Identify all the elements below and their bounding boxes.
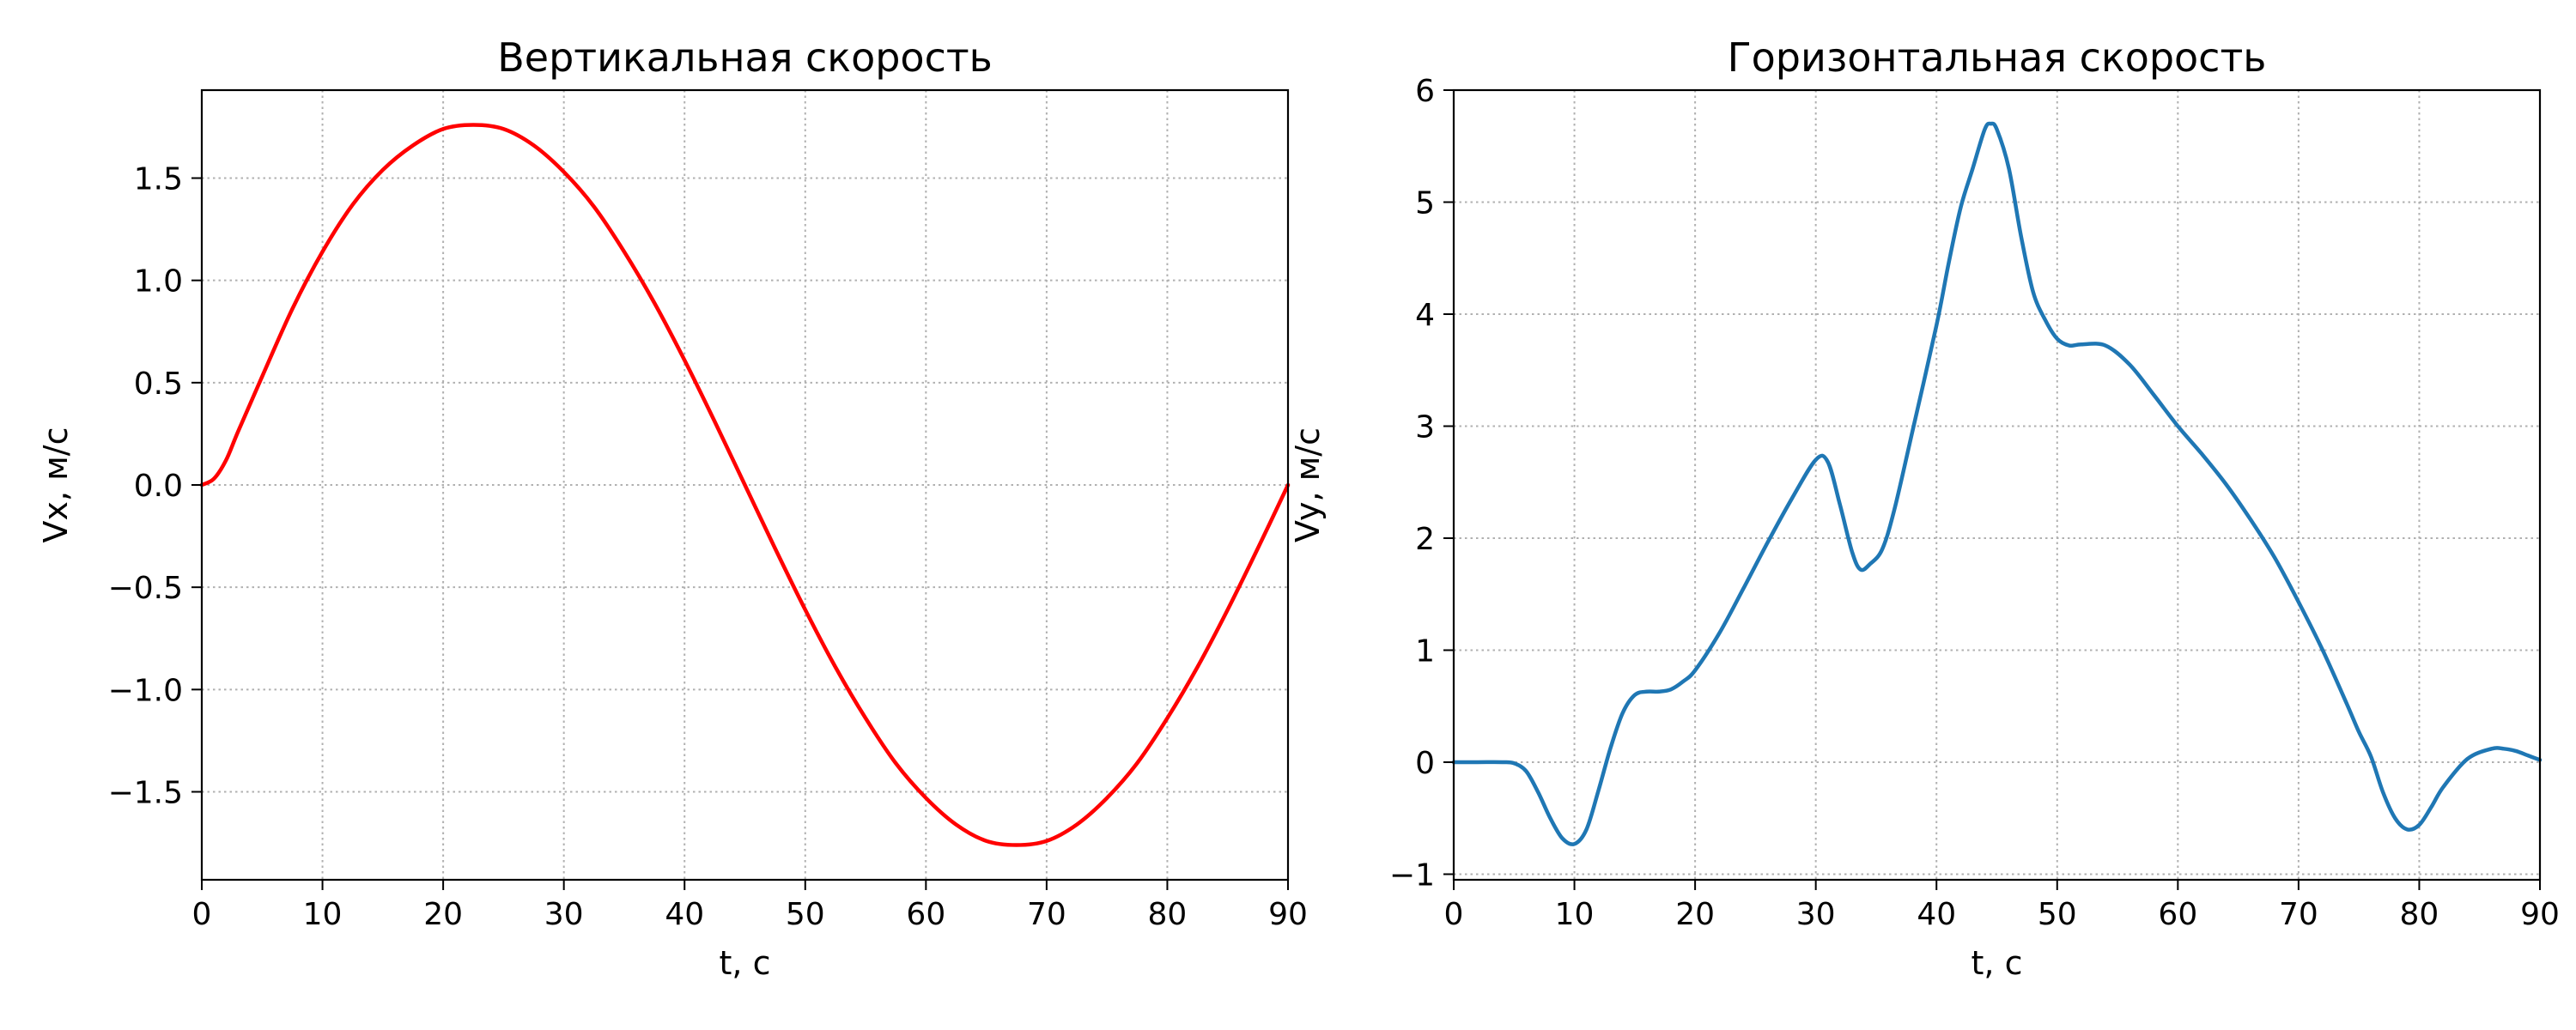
vertical-speed-x-tick-label: 30 xyxy=(544,897,584,932)
horizontal-speed-x-tick-label: 30 xyxy=(1796,897,1836,932)
vertical-speed-series xyxy=(199,123,1291,847)
horizontal-speed-y-tick-label: 0 xyxy=(1415,746,1435,781)
vertical-speed-ticks: 0 10 20 30 40 50 60 70 80 90 −1.5 −1.0 −0.5 0.0 0.5 1.0… xyxy=(108,161,1308,932)
vertical-speed-y-tick-label: 1.0 xyxy=(134,264,183,300)
vertical-speed-y-tick-label: 0.0 xyxy=(134,469,183,504)
vertical-speed-x-tick-label: 80 xyxy=(1148,897,1188,932)
horizontal-speed-y-tick-label: 6 xyxy=(1415,74,1435,109)
vertical-speed-x-tick-label: 50 xyxy=(786,897,825,932)
vertical-speed-chart: 0 10 20 30 40 50 60 70 80 90 −1.5 −1.0 −0.5 0.0 0.5 1.0… xyxy=(37,34,1308,982)
vertical-speed-y-tick-label: 1.5 xyxy=(134,161,183,197)
vertical-speed-title: Вертикальная скорость xyxy=(497,34,993,81)
vertical-speed-y-tick-label: −1.5 xyxy=(108,776,183,811)
horizontal-speed-x-tick-label: 10 xyxy=(1555,897,1595,932)
vertical-speed-x-tick-label: 90 xyxy=(1268,897,1308,932)
horizontal-speed-ticks: 0 10 20 30 40 50 60 70 80 90 −1 0 1 2 3 4 5 6 xyxy=(1389,74,2560,932)
horizontal-speed-series xyxy=(1451,121,2543,846)
horizontal-speed-y-tick-label: −1 xyxy=(1389,857,1435,893)
horizontal-speed-y-axis-label: Vy, м/с xyxy=(1289,427,1327,542)
horizontal-speed-y-tick-label: 2 xyxy=(1415,522,1435,557)
horizontal-speed-x-tick-label: 60 xyxy=(2158,897,2197,932)
vertical-speed-y-tick-label: −1.0 xyxy=(108,673,183,708)
vertical-speed-x-tick-label: 40 xyxy=(665,897,704,932)
horizontal-speed-x-tick-label: 80 xyxy=(2400,897,2439,932)
horizontal-speed-x-axis-label: t, c xyxy=(1971,944,2023,982)
horizontal-speed-y-tick-label: 1 xyxy=(1415,633,1435,669)
vertical-speed-x-axis-label: t, c xyxy=(720,944,771,982)
vertical-speed-y-tick-label: −0.5 xyxy=(108,571,183,606)
horizontal-speed-y-tick-label: 4 xyxy=(1415,298,1435,333)
vertical-speed-x-tick-label: 70 xyxy=(1027,897,1066,932)
horizontal-speed-line xyxy=(1451,121,2543,846)
vertical-speed-line xyxy=(199,123,1291,847)
vertical-speed-x-tick-label: 60 xyxy=(906,897,945,932)
vertical-speed-y-axis-label: Vx, м/с xyxy=(37,427,75,542)
horizontal-speed-x-tick-label: 50 xyxy=(2038,897,2077,932)
horizontal-speed-x-tick-label: 20 xyxy=(1675,897,1715,932)
vertical-speed-y-tick-label: 0.5 xyxy=(134,367,183,402)
horizontal-speed-x-tick-label: 90 xyxy=(2520,897,2560,932)
vertical-speed-x-tick-label: 20 xyxy=(423,897,463,932)
horizontal-speed-y-tick-label: 3 xyxy=(1415,409,1435,445)
horizontal-speed-x-tick-label: 0 xyxy=(1444,897,1464,932)
horizontal-speed-y-tick-label: 5 xyxy=(1415,185,1435,221)
horizontal-speed-title: Горизонтальная скорость xyxy=(1728,34,2267,81)
horizontal-speed-x-tick-label: 70 xyxy=(2279,897,2318,932)
horizontal-speed-x-tick-label: 40 xyxy=(1917,897,1956,932)
vertical-speed-x-tick-label: 10 xyxy=(303,897,343,932)
horizontal-speed-plot-frame xyxy=(1452,88,2542,882)
horizontal-speed-chart: 0 10 20 30 40 50 60 70 80 90 −1 0 1 2 3 4 5 6 Горизонталь… xyxy=(1289,34,2560,982)
vertical-speed-x-tick-label: 0 xyxy=(192,897,212,932)
